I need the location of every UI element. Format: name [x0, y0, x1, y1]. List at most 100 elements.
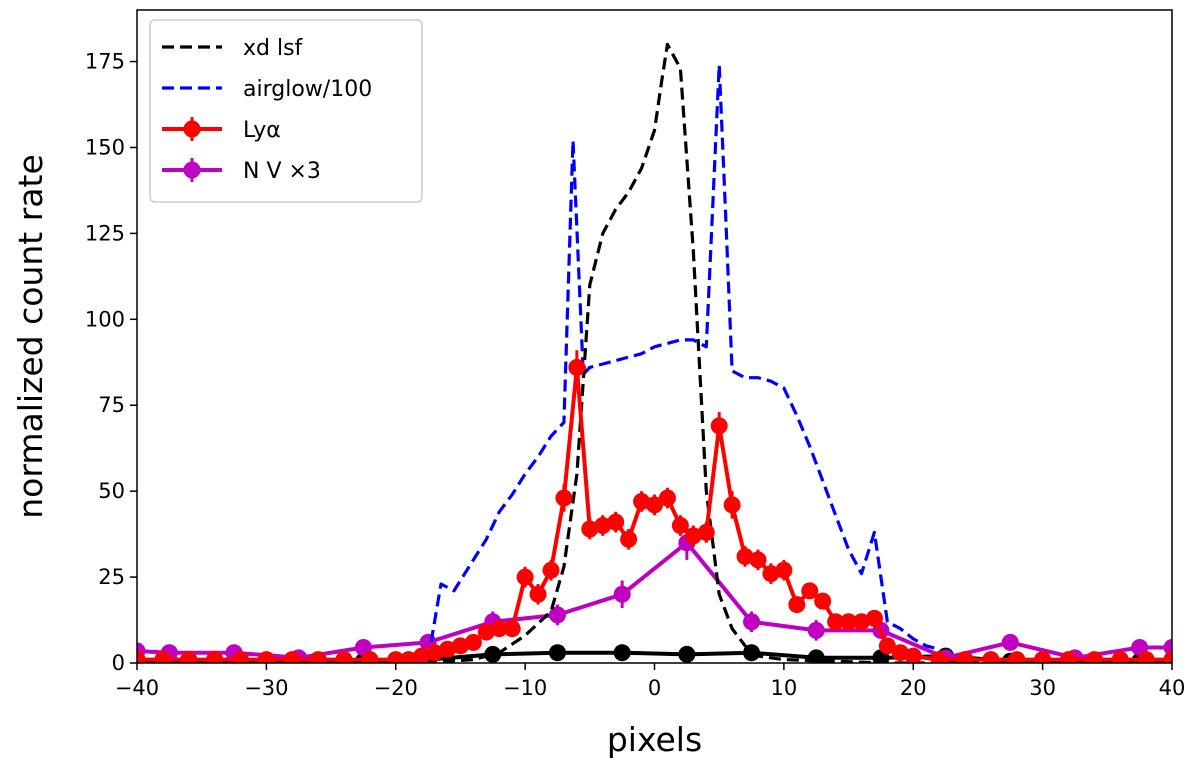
- legend-label: airglow/100: [243, 77, 372, 102]
- legend-label: Lyα: [243, 118, 281, 143]
- data-point: [1034, 651, 1052, 663]
- data-point: [710, 417, 728, 435]
- data-point: [581, 520, 599, 538]
- data-point: [723, 496, 741, 514]
- data-point: [840, 613, 858, 631]
- data-point: [594, 517, 612, 535]
- data-point: [387, 651, 405, 663]
- data-point: [671, 517, 689, 535]
- legend: xd lsf airglow/100 Lyα N V ×3: [149, 19, 423, 203]
- data-point: [749, 551, 767, 569]
- legend-label: xd lsf: [243, 36, 304, 61]
- legend-box: [149, 19, 423, 203]
- data-point: [1111, 651, 1129, 663]
- x-tick-label: 20: [900, 676, 927, 700]
- data-point: [1137, 651, 1155, 663]
- data-point: [529, 585, 547, 603]
- data-point: [697, 523, 715, 541]
- data-point: [982, 651, 1000, 663]
- y-tick-label: 150: [85, 135, 125, 159]
- data-point: [1060, 651, 1077, 663]
- data-point: [762, 565, 780, 583]
- legend-swatch-marker: [183, 120, 201, 138]
- data-point: [232, 651, 249, 663]
- data-point: [904, 647, 922, 663]
- plot-area: [137, 42, 1172, 663]
- y-tick-label: 75: [98, 393, 125, 417]
- y-tick-label: 0: [112, 651, 125, 675]
- y-tick-label: 125: [85, 221, 125, 245]
- data-point: [956, 651, 974, 663]
- data-point: [646, 496, 663, 514]
- x-tick-label: 40: [1159, 676, 1186, 700]
- x-tick-label: 30: [1029, 676, 1056, 700]
- data-point: [865, 609, 883, 627]
- data-point: [930, 651, 948, 663]
- data-point: [555, 489, 573, 507]
- data-point: [361, 651, 379, 663]
- data-point: [439, 640, 456, 658]
- x-tick-label: −40: [115, 676, 159, 700]
- data-point: [891, 644, 909, 662]
- series-line-1: [426, 63, 940, 660]
- legend-swatch-marker: [183, 161, 201, 179]
- data-point: [400, 651, 418, 663]
- data-point: [878, 637, 896, 655]
- data-point: [788, 596, 806, 614]
- data-point: [658, 489, 676, 507]
- data-point: [678, 645, 696, 663]
- data-point: [801, 582, 819, 600]
- data-point: [516, 568, 534, 586]
- x-tick-label: 10: [771, 676, 798, 700]
- data-point: [154, 651, 172, 663]
- x-tick-label: −30: [244, 676, 288, 700]
- data-point: [743, 613, 761, 631]
- data-point: [490, 620, 508, 638]
- series-line-0: [137, 42, 1172, 663]
- data-point: [607, 513, 625, 531]
- data-point: [1163, 651, 1172, 663]
- data-point: [335, 651, 353, 663]
- data-point: [180, 651, 198, 663]
- data-point: [464, 633, 482, 651]
- data-point: [503, 620, 521, 638]
- data-point: [613, 644, 631, 662]
- data-point: [613, 585, 631, 603]
- data-point: [309, 651, 327, 663]
- data-point: [620, 530, 638, 548]
- x-axis-label: pixels: [607, 720, 702, 759]
- y-tick-label: 50: [98, 479, 125, 503]
- y-axis-label: normalized count rate: [11, 154, 50, 518]
- data-point: [484, 645, 502, 663]
- data-point: [1001, 633, 1019, 651]
- data-point: [684, 527, 702, 545]
- data-point: [451, 637, 469, 655]
- data-point: [257, 651, 275, 663]
- data-point: [548, 606, 566, 624]
- data-point: [548, 644, 566, 662]
- data-point: [283, 651, 301, 663]
- axes: −40 −30 −20 −10 0 10 20 30 40 0 25 50 75 100 125 150 175: [85, 9, 1186, 700]
- y-tick-label: 100: [85, 307, 125, 331]
- data-point: [137, 651, 146, 663]
- data-point: [853, 613, 870, 631]
- data-point: [426, 644, 444, 662]
- x-tick-label: −20: [374, 676, 418, 700]
- data-point: [1008, 651, 1026, 663]
- y-tick-label: 25: [98, 565, 125, 589]
- data-point: [775, 561, 793, 579]
- data-point: [413, 647, 431, 663]
- data-point: [1085, 651, 1103, 663]
- data-point: [633, 492, 651, 510]
- y-tick-label: 175: [85, 50, 125, 74]
- data-point: [814, 592, 832, 610]
- data-point: [206, 651, 224, 663]
- legend-label: N V ×3: [243, 159, 321, 184]
- data-point: [807, 621, 825, 639]
- x-tick-label: −10: [503, 676, 547, 700]
- data-point: [477, 623, 495, 641]
- data-point: [827, 613, 845, 631]
- data-point: [736, 547, 754, 565]
- x-tick-label: 0: [648, 676, 661, 700]
